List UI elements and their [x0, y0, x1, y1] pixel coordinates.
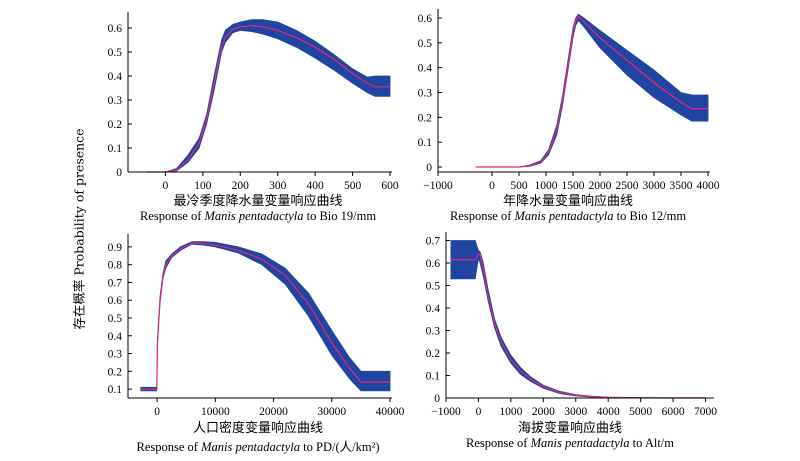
confidence-band — [146, 19, 391, 173]
mean-response-curve — [146, 24, 390, 173]
y-tick-label: 0.5 — [108, 47, 123, 59]
panel-1: 0 100 200 300 400 500 600 0 0.1 0.2 0.3 0.4 0.5 0.6 — [108, 12, 399, 192]
y-tick-label: 0.3 — [108, 95, 123, 107]
x-tick-label: 1000 — [499, 406, 522, 418]
x-tick-label: 1500 — [562, 180, 585, 192]
x-tick-label: 4000 — [697, 180, 720, 192]
y-tick-label: 0.1 — [426, 371, 441, 383]
x-tick-label: 2500 — [616, 180, 639, 192]
y-tick-label: 0 — [426, 162, 432, 174]
mean-response-curve — [475, 15, 708, 168]
x-tick-label: 4000 — [597, 406, 620, 418]
x-tick-label: 0 — [163, 180, 169, 192]
y-tick-label: 0.5 — [418, 38, 433, 50]
y-tick-label: 0.4 — [108, 71, 123, 83]
y-tick-label: 0.9 — [108, 242, 123, 254]
y-tick-label: 0.4 — [418, 63, 433, 75]
x-tick-label: 3000 — [564, 406, 587, 418]
x-tick-label: −1000 — [423, 180, 453, 192]
x-tick-label: 500 — [510, 180, 528, 192]
x-tick-label: 100 — [194, 180, 212, 192]
x-tick-label: 20000 — [259, 406, 288, 418]
x-tick-label: 500 — [344, 180, 362, 192]
panel-1-caption: Response of Manis pentadactyla to Bio 19… — [139, 209, 377, 223]
x-tick-label: 1000 — [535, 180, 558, 192]
y-tick-label: 0.6 — [108, 23, 123, 35]
panel-2-caption: Response of Manis pentadactyla to Bio 12… — [449, 209, 687, 223]
x-tick-label: 6000 — [662, 406, 685, 418]
y-tick-label: 0.6 — [426, 258, 441, 270]
x-tick-label: 0 — [489, 180, 495, 192]
x-tick-label: 400 — [307, 180, 325, 192]
y-tick-label: 0.7 — [426, 236, 441, 248]
x-tick-label: 2000 — [532, 406, 555, 418]
panel-4: −1000 0 1000 2000 3000 4000 5000 6000 700000.10.… — [426, 232, 717, 418]
panel-2-title: 年降水量变量响应曲线 — [502, 194, 634, 209]
y-axis-label: 存在概率 Probability of presence — [71, 128, 87, 330]
y-tick-label: 0 — [116, 167, 122, 179]
y-tick-label: 0.4 — [426, 303, 441, 315]
y-tick-label: 0.5 — [108, 313, 123, 325]
y-tick-label: 0.7 — [108, 277, 123, 289]
x-tick-label: 2000 — [589, 180, 612, 192]
y-tick-label: 0.1 — [108, 384, 123, 396]
panel-2: −1000 0 500 1000 1500 2000 2500 3000 3500 4000 0 0.… — [418, 9, 720, 192]
y-tick-label: 0.3 — [418, 88, 433, 100]
x-tick-label: 40000 — [376, 406, 405, 418]
y-tick-label: 0.2 — [108, 119, 123, 131]
x-tick-label: 10000 — [201, 406, 230, 418]
x-tick-label: 0 — [476, 406, 482, 418]
y-tick-label: 0.6 — [108, 295, 123, 307]
confidence-band — [475, 13, 709, 168]
panel-1-title: 最冷季度降水量变量响应曲线 — [173, 194, 343, 209]
x-tick-label: 5000 — [629, 406, 652, 418]
panel-4-caption: Response of Manis pentadactyla to Alt/m — [466, 436, 674, 450]
y-tick-label: 0 — [434, 393, 440, 405]
y-tick-label: 0.4 — [108, 331, 123, 343]
y-tick-label: 0.3 — [426, 326, 441, 338]
confidence-band — [450, 240, 706, 399]
y-tick-label: 0.8 — [108, 260, 123, 272]
mean-response-curve — [140, 242, 390, 390]
x-tick-label: 0 — [154, 406, 160, 418]
confidence-band — [140, 241, 391, 392]
panel-3-caption: Response of Manis pentadactyla to PD/(人/… — [136, 440, 380, 454]
y-tick-label: 0.3 — [108, 349, 123, 361]
y-tick-label: 0.2 — [418, 112, 433, 124]
x-tick-label: 600 — [381, 180, 399, 192]
y-tick-label: 0.6 — [418, 13, 433, 25]
x-tick-label: 300 — [269, 180, 287, 192]
x-tick-label: −1000 — [431, 406, 461, 418]
x-tick-label: 7000 — [694, 406, 717, 418]
y-tick-label: 0.5 — [426, 281, 441, 293]
y-tick-label: 0.2 — [426, 348, 441, 360]
x-tick-label: 200 — [232, 180, 250, 192]
panel-3: 0 10000 20000 30000 40000 0.1 0.2 0.3 0.4 0.5 0.6 0… — [108, 234, 405, 418]
y-tick-label: 0.1 — [108, 143, 123, 155]
x-tick-label: 3500 — [670, 180, 693, 192]
mean-response-curve — [450, 253, 706, 399]
x-tick-label: 30000 — [317, 406, 346, 418]
panel-4-title: 海拔变量响应曲线 — [517, 421, 623, 436]
x-tick-label: 3000 — [643, 180, 666, 192]
y-tick-label: 0.2 — [108, 366, 123, 378]
y-tick-label: 0.1 — [418, 137, 433, 149]
panel-3-title: 人口密度变量响应曲线 — [192, 421, 324, 436]
